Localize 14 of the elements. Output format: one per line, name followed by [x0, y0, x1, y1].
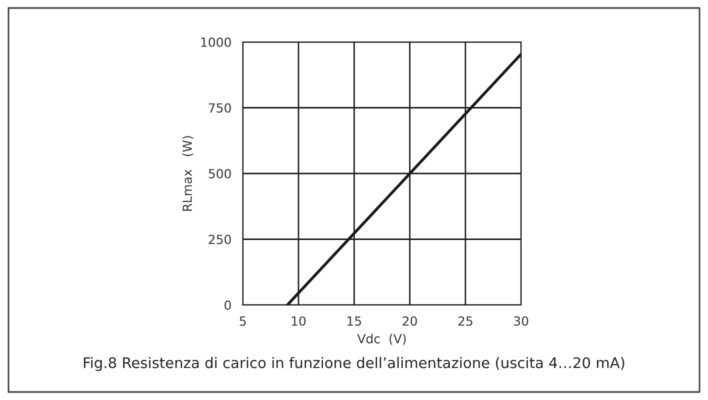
- y-tick-label: 750: [208, 103, 231, 113]
- y-axis-title: RLmax (W): [182, 136, 194, 211]
- x-tick-label: 30: [514, 316, 528, 326]
- y-tick-label: 250: [208, 234, 231, 244]
- x-tick-label: 10: [292, 316, 306, 326]
- x-axis-title: Vdc (V): [357, 334, 406, 345]
- x-tick-label: 20: [402, 316, 417, 326]
- y-tick-label: 0: [224, 300, 231, 310]
- y-tick-label: 1000: [201, 37, 231, 47]
- x-tick-label: 5: [240, 316, 246, 326]
- x-tick-label: 25: [458, 316, 472, 326]
- y-tick-label: 500: [208, 168, 231, 178]
- x-tick-label: 15: [348, 316, 362, 326]
- caption: Fig.8 Resistenza di carico in funzione dell’alimentazione (uscita 4…20 mA): [84, 356, 624, 372]
